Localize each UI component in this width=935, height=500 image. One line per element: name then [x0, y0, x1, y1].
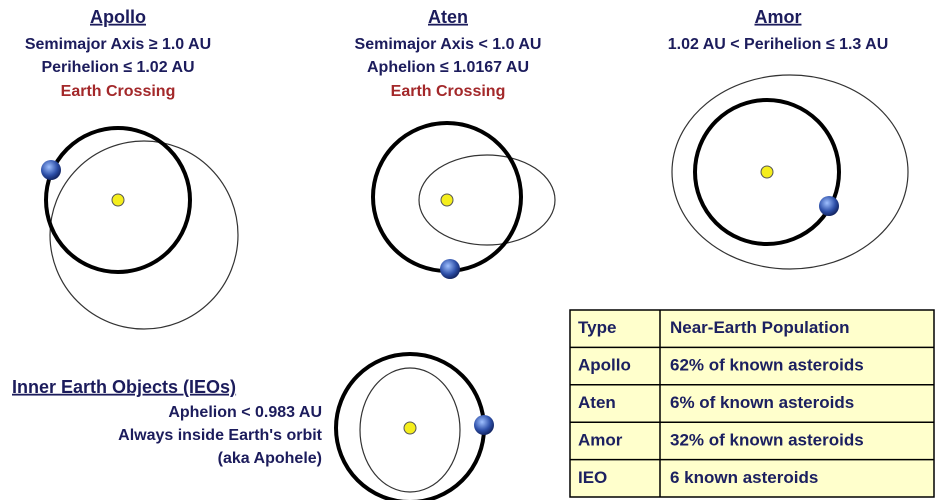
table-cell: Type	[578, 318, 616, 337]
earth	[819, 196, 839, 216]
sun	[403, 421, 417, 435]
apollo-title: Apollo	[90, 7, 146, 27]
ieo-line: (aka Apohele)	[218, 450, 322, 467]
ieo-line: Always inside Earth's orbit	[118, 427, 323, 444]
earth	[440, 259, 460, 279]
earth	[41, 160, 61, 180]
earth-orbit	[44, 126, 192, 274]
aten-note: Earth Crossing	[391, 83, 506, 100]
apollo-line: Perihelion ≤ 1.02 AU	[41, 59, 194, 76]
apollo-line: Semimajor Axis ≥ 1.0 AU	[25, 36, 211, 53]
table-cell: Amor	[578, 430, 623, 449]
table-cell: 6 known asteroids	[670, 468, 818, 487]
table-cell: 62% of known asteroids	[670, 356, 864, 375]
ieo-title: Inner Earth Objects (IEOs)	[12, 377, 236, 397]
table-cell: IEO	[578, 468, 607, 487]
table-cell: Apollo	[578, 356, 631, 375]
table-frame	[569, 309, 935, 498]
apollo-note: Earth Crossing	[61, 83, 176, 100]
table-cell: Aten	[578, 393, 616, 412]
table-cell: 32% of known asteroids	[670, 430, 864, 449]
sun	[760, 165, 774, 179]
amor-line: 1.02 AU < Perihelion ≤ 1.3 AU	[668, 36, 889, 53]
ieo-line: Aphelion < 0.983 AU	[168, 404, 322, 421]
earth-orbit	[693, 98, 841, 246]
amor-title: Amor	[754, 7, 801, 27]
aten-line: Semimajor Axis < 1.0 AU	[355, 36, 542, 53]
asteroid-orbit	[49, 140, 239, 330]
asteroid-orbit	[359, 367, 461, 493]
asteroid-orbit	[671, 74, 909, 270]
sun	[111, 193, 125, 207]
sun	[440, 193, 454, 207]
aten-title: Aten	[428, 7, 468, 27]
table-cell: 6% of known asteroids	[670, 393, 854, 412]
earth	[474, 415, 494, 435]
population-table: Type Near-Earth Population Apollo 62% of kn…	[569, 309, 935, 498]
aten-line: Aphelion ≤ 1.0167 AU	[367, 59, 529, 76]
asteroid-orbit	[418, 154, 556, 246]
table-cell: Near-Earth Population	[670, 318, 849, 337]
